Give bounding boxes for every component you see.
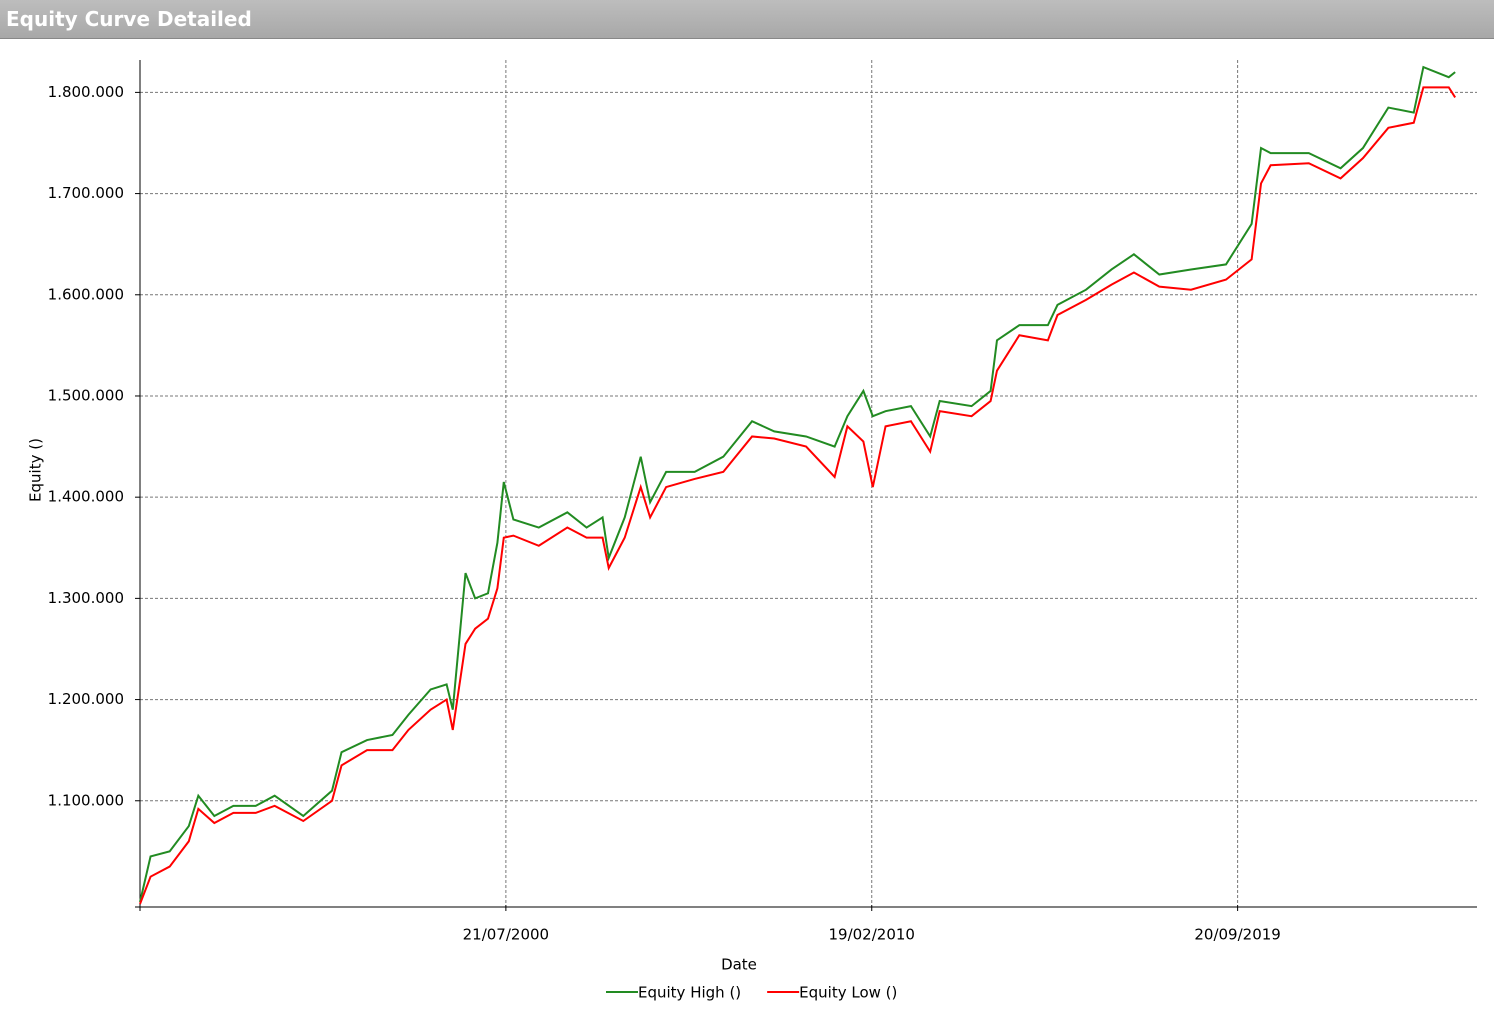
y-tick-label: 1.200.000 (48, 690, 124, 708)
legend-label: Equity Low () (799, 984, 897, 1002)
x-tick-label: 19/02/2010 (829, 926, 915, 944)
y-tick-label: 1.800.000 (48, 83, 124, 101)
y-tick-label: 1.500.000 (48, 386, 124, 404)
y-tick-label: 1.100.000 (48, 791, 124, 809)
y-axis-label: Equity () (27, 438, 45, 502)
x-axis-label: Date (721, 956, 757, 974)
x-tick-label: 21/07/2000 (463, 926, 549, 944)
title-bar: Equity Curve Detailed (0, 0, 1494, 39)
x-tick-label: 20/09/2019 (1194, 926, 1280, 944)
y-tick-label: 1.300.000 (48, 589, 124, 607)
y-tick-label: 1.600.000 (48, 285, 124, 303)
series-line (139, 86, 1456, 905)
chart: Date Equity () 1.100.000 1.200.000 1.300.0… (27, 60, 1477, 1002)
legend-label: Equity High () (638, 984, 741, 1002)
y-tick-label: 1.400.000 (48, 488, 124, 506)
chart-title: Equity Curve Detailed (6, 7, 252, 31)
y-tick-label: 1.700.000 (48, 184, 124, 202)
series-line (139, 65, 1456, 903)
